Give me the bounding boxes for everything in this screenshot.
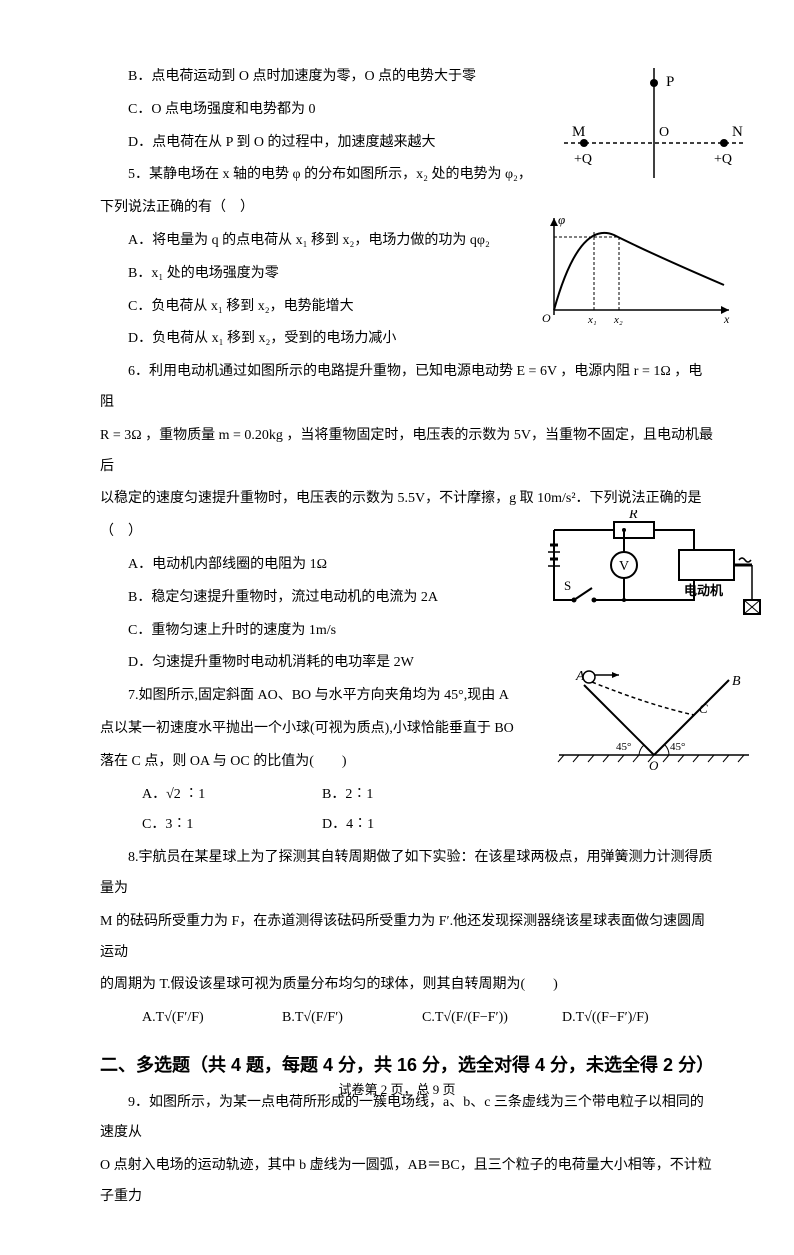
q9-l2: O 点射入电场的运动轨迹，其中 b 虚线为一圆弧，AB＝BC，且三个粒子的电荷量… (100, 1151, 714, 1213)
figure-q7-incline: A B C O 45° 45° (554, 650, 754, 770)
fig1-label-p: P (666, 74, 674, 90)
q8-l3: 的周期为 T.假设该星球可视为质量分布均匀的球体，则其自转周期为( ) (100, 970, 714, 1001)
q7-opt-d: D．4∶1 (322, 810, 374, 841)
fig3-label-r: R (628, 510, 638, 522)
fig1-label-m: M (572, 124, 585, 140)
fig1-label-n: N (732, 124, 743, 140)
figure-q6-circuit: R S V 电动机 (534, 510, 764, 620)
figure-q5-potential: φ O x₁ x₂ x (534, 210, 734, 330)
q8-opt-a: A.T√(F′/F) (142, 1003, 282, 1034)
figure-q4-charges: P M N O +Q +Q (554, 58, 754, 188)
fig2-label-x1: x₁ (587, 314, 597, 326)
q8-l1: 8.宇航员在某星球上为了探测其自转周期做了如下实验：在该星球两极点，用弹簧测力计… (100, 843, 714, 905)
q7-opt-b: B．2∶1 (322, 780, 373, 811)
fig4-label-b: B (732, 674, 741, 689)
q8-opt-c: C.T√(F/(F−F′)) (422, 1003, 562, 1034)
fig2-label-x2: x₂ (613, 314, 623, 326)
q8-l2: M 的砝码所受重力为 F，在赤道测得该砝码所受重力为 F′.他还发现探测器绕该星… (100, 907, 714, 969)
q8-opt-b: B.T√(F/F′) (282, 1003, 422, 1034)
fig2-label-phi: φ (558, 212, 565, 227)
fig4-label-a: A (575, 669, 585, 684)
q6-l2: R = 3Ω ，重物质量 m = 0.20kg ，当将重物固定时，电压表的示数为… (100, 421, 714, 483)
q6-l1: 6．利用电动机通过如图所示的电路提升重物，已知电源电动势 E = 6V ，电源内… (100, 357, 714, 419)
q6-opt-c: C．重物匀速上升时的速度为 1m/s (100, 616, 714, 647)
fig3-label-s: S (564, 578, 571, 593)
fig4-label-ang1: 45° (616, 741, 631, 753)
q7-opt-a: A．√2 ∶1 (142, 780, 322, 811)
fig3-label-v: V (619, 559, 629, 574)
fig3-label-motor: 电动机 (684, 583, 723, 598)
fig4-label-ang2: 45° (670, 741, 685, 753)
q7-opt-c: C．3∶1 (142, 810, 322, 841)
fig1-label-ql: +Q (574, 152, 592, 167)
page-footer: 试卷第 2 页，总 9 页 (0, 1076, 794, 1105)
q8-opt-d: D.T√((F−F′)/F) (562, 1003, 702, 1034)
fig4-label-c: C (699, 701, 708, 716)
fig4-label-o: O (649, 758, 659, 770)
fig1-label-o: O (659, 125, 669, 140)
fig2-label-x: x (723, 312, 730, 326)
fig1-label-qr: +Q (714, 152, 732, 167)
fig2-label-o: O (542, 311, 551, 325)
